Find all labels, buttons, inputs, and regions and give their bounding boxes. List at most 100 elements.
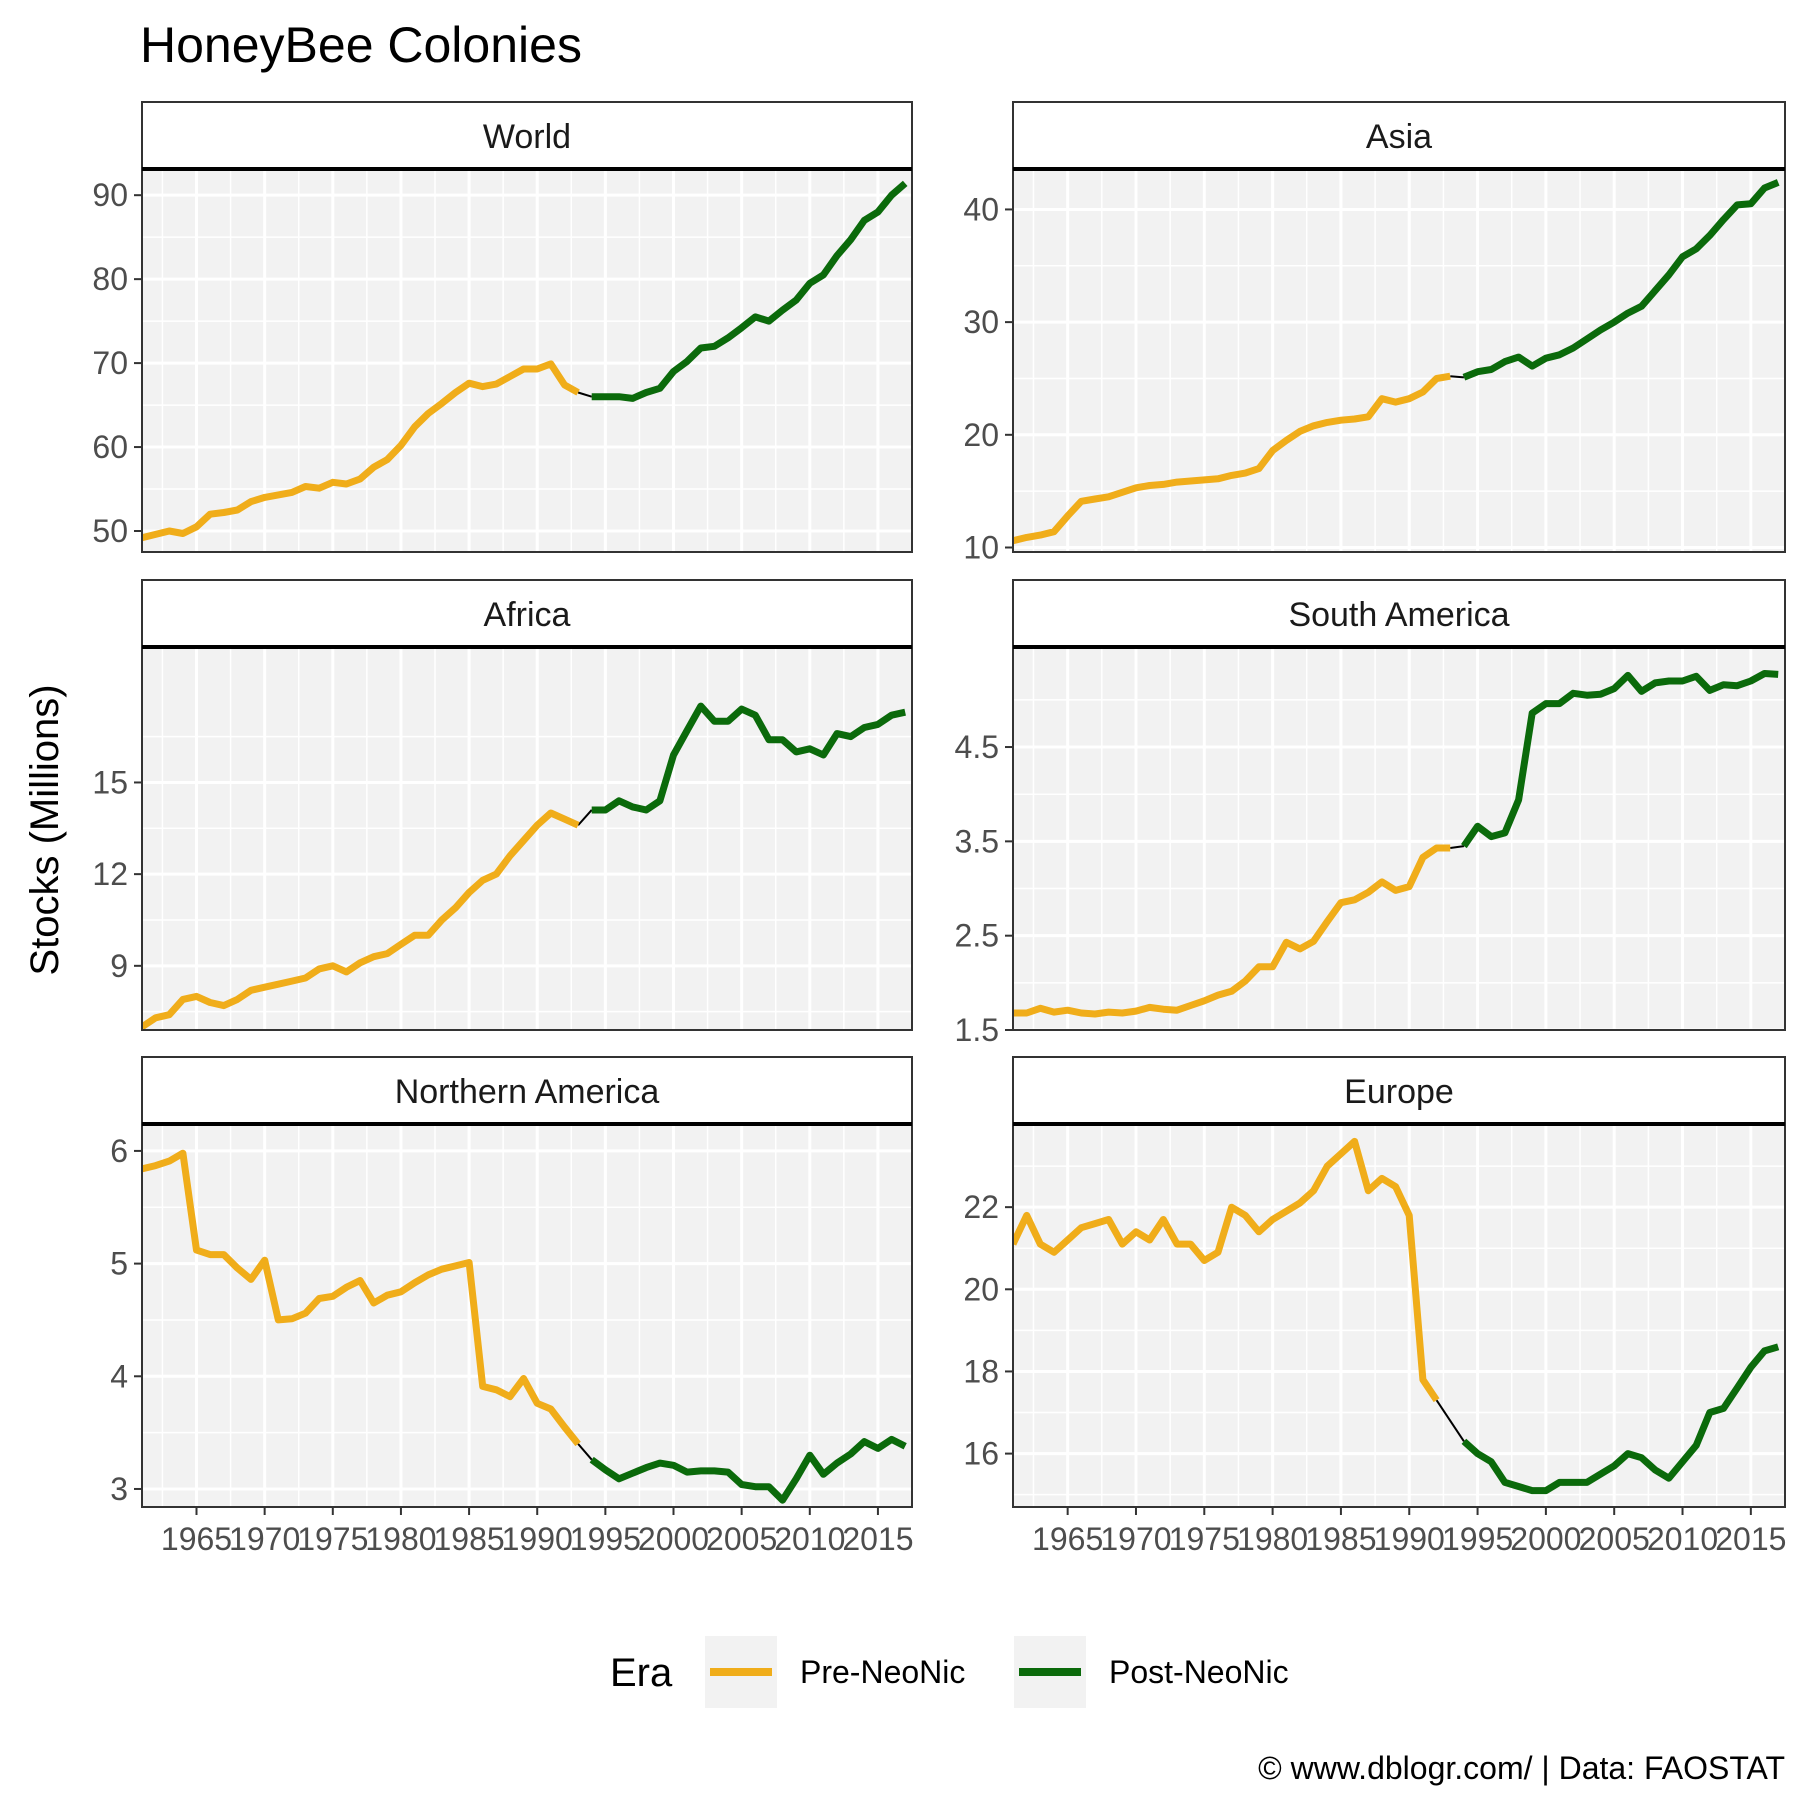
era-connector [1450, 375, 1464, 379]
y-tick-label: 60 [92, 429, 128, 465]
y-tick-label: 18 [963, 1353, 999, 1389]
panel-background [1013, 648, 1785, 1030]
x-tick-label: 2000 [638, 1521, 709, 1557]
data-lines [1013, 179, 1780, 545]
data-lines [142, 180, 908, 542]
series-pre-neonic [142, 360, 580, 542]
data-lines [1013, 670, 1779, 1018]
x-tick-label: 1975 [297, 1521, 368, 1557]
facet-strip [141, 101, 913, 171]
facet-label-asia: Asia [1366, 118, 1432, 156]
series-post-neonic [1462, 179, 1780, 381]
panel-background [142, 1125, 912, 1507]
series-pre-neonic [1013, 372, 1451, 545]
legend: Era Pre-NeoNic Post-NeoNic [610, 1636, 1289, 1708]
y-tick-label: 40 [963, 191, 999, 227]
y-tick-label: 10 [963, 529, 999, 565]
y-tick-label: 22 [963, 1189, 999, 1225]
facet-label-africa: Africa [484, 596, 571, 634]
y-tick-label: 2.5 [955, 918, 999, 954]
era-connector [577, 809, 593, 826]
series-pre-neonic [1013, 844, 1451, 1018]
x-tick-label: 2005 [706, 1521, 777, 1557]
x-tick-label: 1985 [1305, 1521, 1376, 1557]
x-tick-label: 1995 [1442, 1521, 1513, 1557]
facet-strip [1012, 1056, 1786, 1126]
series-pre-neonic [142, 1149, 581, 1447]
y-tick-label: 12 [92, 856, 128, 892]
facet-label-europe: Europe [1344, 1073, 1454, 1111]
panel-south-america: South America 1.5 2.5 3.5 4.5 [955, 579, 1786, 1048]
y-tick-label: 70 [92, 345, 128, 381]
era-connector [1435, 1399, 1465, 1442]
series-post-neonic [1461, 670, 1779, 849]
data-lines [142, 1149, 907, 1504]
y-tick-label: 90 [92, 177, 128, 213]
y-tick-label: 4.5 [955, 729, 999, 765]
x-tick-label: 1985 [433, 1521, 504, 1557]
data-lines [142, 702, 906, 1030]
y-axis-label: Stocks (Millions) [23, 684, 67, 975]
y-tick-label: 6 [110, 1133, 128, 1169]
y-tick-label: 3.5 [955, 823, 999, 859]
x-tick-label: 2010 [774, 1521, 845, 1557]
y-tick-label: 80 [92, 261, 128, 297]
panel-asia: Asia 10 20 30 40 [963, 101, 1786, 565]
x-tick-label: 1995 [570, 1521, 641, 1557]
x-tick-label: 1965 [161, 1521, 232, 1557]
facet-strip [1012, 101, 1786, 171]
x-tick-label: 1970 [229, 1521, 300, 1557]
x-tick-label: 2015 [842, 1521, 913, 1557]
y-tick-label: 3 [110, 1471, 128, 1507]
y-tick-label: 4 [110, 1358, 128, 1394]
panel-background [1013, 170, 1785, 552]
series-pre-neonic [1013, 1137, 1440, 1403]
legend-title: Era [610, 1651, 673, 1695]
x-tick-label: 1975 [1169, 1521, 1240, 1557]
y-tick-label: 20 [963, 417, 999, 453]
x-tick-label: 2005 [1579, 1521, 1650, 1557]
series-post-neonic [591, 180, 908, 402]
legend-label-post-neonic: Post-NeoNic [1109, 1654, 1289, 1690]
y-tick-label: 15 [92, 764, 128, 800]
x-tick-label: 1965 [1032, 1521, 1103, 1557]
x-tick-label: 1980 [1237, 1521, 1308, 1557]
y-tick-label: 9 [110, 948, 128, 984]
facet-strip [141, 1056, 913, 1126]
x-tick-label: 1990 [1374, 1521, 1445, 1557]
y-tick-label: 1.5 [955, 1012, 999, 1048]
era-connector [577, 391, 593, 398]
era-connector [1450, 845, 1465, 849]
panel-world: World 50 60 70 80 90 [92, 101, 913, 553]
panel-africa: Africa 9 12 15 [92, 579, 913, 1031]
y-tick-label: 50 [92, 513, 128, 549]
y-tick-label: 5 [110, 1246, 128, 1282]
facet-label-northern-america: Northern America [395, 1073, 660, 1111]
x-tick-label: 1970 [1100, 1521, 1171, 1557]
panel-background [142, 170, 912, 552]
panel-background [1013, 1125, 1785, 1507]
legend-label-pre-neonic: Pre-NeoNic [800, 1654, 965, 1690]
x-tick-label: 2010 [1647, 1521, 1718, 1557]
y-tick-label: 20 [963, 1271, 999, 1307]
facet-panels: World 50 60 70 80 90 Asia 10 20 30 40 Africa 9 12 15 So… [92, 101, 1786, 1557]
x-tick-label: 1980 [365, 1521, 436, 1557]
caption: © www.dblogr.com/ | Data: FAOSTAT [1258, 1750, 1785, 1786]
facet-label-world: World [483, 118, 571, 156]
chart-title: HoneyBee Colonies [140, 17, 582, 73]
x-tick-label: 2015 [1715, 1521, 1786, 1557]
x-tick-label: 1990 [502, 1521, 573, 1557]
panel-northern-america: Northern America 3 4 5 6 19651970197519801985… [110, 1056, 914, 1557]
y-tick-label: 30 [963, 304, 999, 340]
facet-strip [141, 579, 913, 649]
series-post-neonic [591, 702, 906, 814]
era-connector [577, 1443, 593, 1461]
y-tick-label: 16 [963, 1436, 999, 1472]
facet-label-south-america: South America [1288, 596, 1509, 634]
x-tick-label: 2000 [1510, 1521, 1581, 1557]
panel-europe: Europe 16 18 20 22 19651970197519801985199019… [963, 1056, 1786, 1557]
series-post-neonic [1461, 1343, 1780, 1495]
data-lines [1013, 1137, 1780, 1495]
series-post-neonic [589, 1435, 907, 1504]
